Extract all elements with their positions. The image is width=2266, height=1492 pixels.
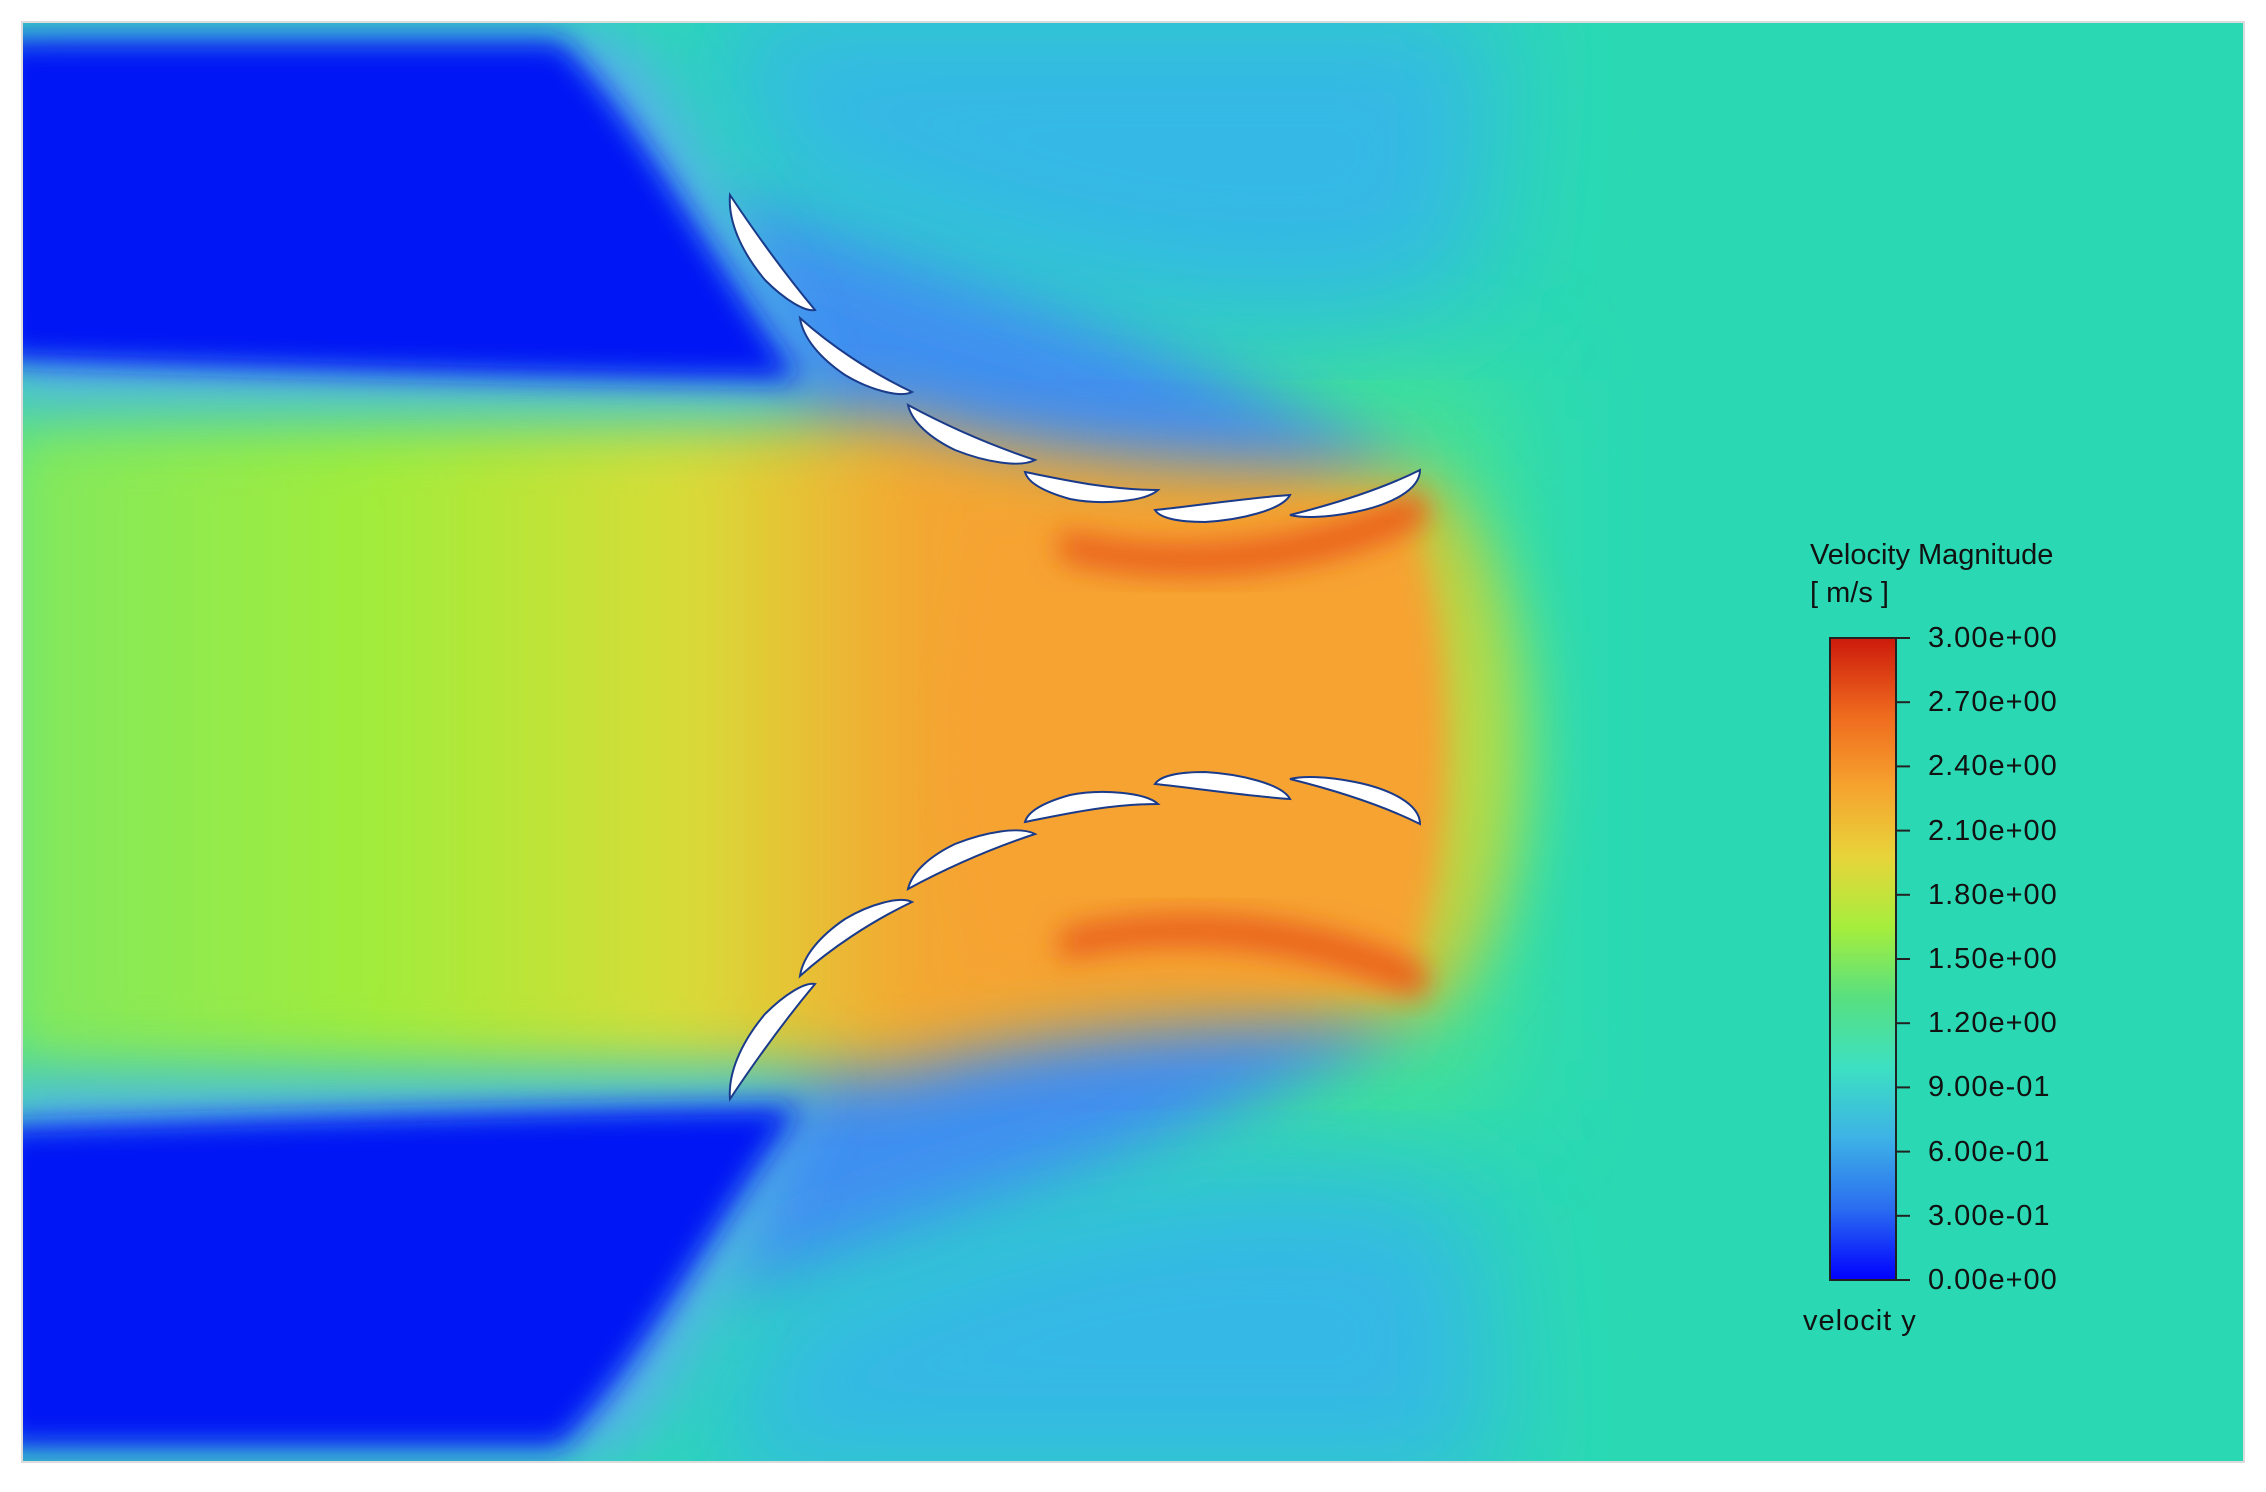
- high-velocity-core: [950, 500, 1445, 990]
- blade: [728, 982, 817, 1102]
- blade: [906, 829, 1038, 891]
- legend-unit: [ m/s ]: [1810, 577, 1889, 609]
- blade: [906, 403, 1038, 465]
- colorbar-tick-label: 3.00e+00: [1928, 622, 2058, 654]
- blade: [1153, 493, 1292, 524]
- blade: [1289, 468, 1422, 518]
- colorbar-tick-label: 2.40e+00: [1928, 750, 2058, 783]
- blade: [1023, 470, 1161, 503]
- colorbar-ticks: [1896, 637, 1910, 1281]
- blade: [1153, 770, 1292, 801]
- colorbar-tick-label: 0.00e+00: [1928, 1264, 2058, 1296]
- colorbar-tick-label: 1.50e+00: [1928, 943, 2058, 975]
- upper-wake: [22, 40, 800, 380]
- blade: [798, 898, 915, 979]
- blade: [1023, 791, 1161, 824]
- upper-blade-cascade: [728, 192, 1422, 524]
- blade: [798, 315, 915, 396]
- colorbar-tick-label: 3.00e-01: [1928, 1199, 2051, 1232]
- legend-title: Velocity Magnitude: [1810, 539, 2054, 571]
- lower-wake: [22, 1107, 800, 1447]
- colorbar-tick-label: 2.10e+00: [1928, 814, 2058, 847]
- colorbar-tick-label: 1.20e+00: [1928, 1007, 2058, 1040]
- legend-variable: velocit y: [1803, 1305, 1917, 1337]
- plot-frame: [21, 21, 2245, 1463]
- lower-blade-cascade: [728, 770, 1422, 1102]
- blade: [1289, 776, 1422, 826]
- colorbar-tick-label: 9.00e-01: [1928, 1071, 2051, 1104]
- colorbar-tick-label: 2.70e+00: [1928, 686, 2058, 719]
- blade: [728, 192, 817, 312]
- colorbar-tick-label: 1.80e+00: [1928, 878, 2058, 911]
- colorbar: [1829, 637, 1897, 1281]
- colorbar-tick-label: 6.00e-01: [1928, 1135, 2051, 1168]
